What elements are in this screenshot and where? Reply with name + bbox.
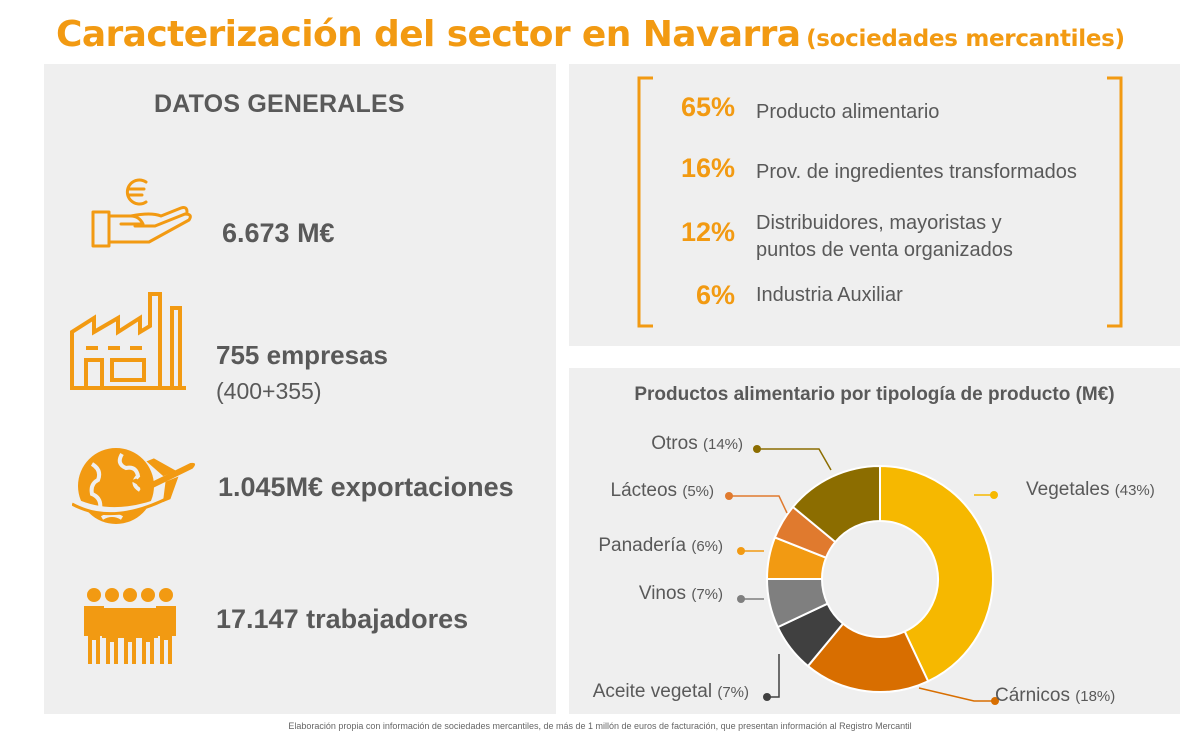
chart-panel: Productos alimentario por tipología de p… [569, 368, 1180, 714]
stat-workers: 17.147 trabajadores [216, 604, 469, 634]
breakdown-pct-auxiliary: 6% [695, 280, 735, 310]
slice-label: Otros (14%) [651, 433, 743, 454]
breakdown-label-distributors-2: puntos de venta organizados [756, 239, 1013, 261]
leader-dot [753, 445, 761, 453]
slice-label: Vegetales (43%) [1026, 479, 1155, 500]
breakdown-panel: 65% Producto alimentario 16% Prov. de in… [569, 64, 1180, 346]
stat-exports: 1.045M€ exportaciones [218, 472, 514, 502]
breakdown-label-auxiliary: Industria Auxiliar [756, 284, 903, 306]
euro-hand-icon [91, 178, 192, 248]
breakdown-pct-ingredients: 16% [680, 153, 735, 183]
stat-revenue: 6.673 M€ [222, 218, 335, 248]
leader-line [729, 495, 788, 514]
breakdown-pct-food: 65% [680, 92, 735, 122]
page-title-main: Caracterización del sector en Navarra [56, 14, 801, 55]
chart-title: Productos alimentario por tipología de p… [634, 384, 1115, 405]
stat-companies-detail: (400+355) [216, 378, 322, 404]
breakdown-pct-distributors: 12% [680, 217, 735, 247]
slice-label: Cárnicos (18%) [995, 685, 1115, 706]
leader-dot [763, 693, 771, 701]
globe-airplane-icon [72, 448, 196, 524]
leader-line [767, 654, 780, 698]
leader-line [918, 687, 995, 702]
slice-otros [791, 464, 881, 544]
stat-companies: 755 empresas [216, 340, 389, 370]
leader-dot [737, 547, 745, 555]
donut-chart: Vegetales (43%) Cárnicos (18%) Aceite vege… [593, 433, 1155, 706]
slice-label: Panadería (6%) [598, 535, 723, 556]
breakdown-label-food: Producto alimentario [756, 101, 940, 123]
datos-generales-panel: DATOS GENERALES 6.673 M€ 755 empresas (4… [44, 64, 556, 714]
footnote: Elaboración propia con información de so… [288, 721, 912, 731]
page-title: Caracterización del sector en Navarra (s… [56, 14, 1186, 55]
breakdown-label-distributors-1: Distribuidores, mayoristas y [756, 212, 1002, 234]
people-group-icon [84, 588, 176, 664]
slice-label: Aceite vegetal (7%) [593, 681, 749, 702]
leader-dot [725, 492, 733, 500]
leader-dot [990, 491, 998, 499]
slice-vegetales [879, 464, 994, 683]
slice-label: Vinos (7%) [639, 583, 723, 604]
slice-label: Lácteos (5%) [611, 480, 715, 501]
bracket-decoration [637, 76, 1123, 328]
factory-icon [70, 292, 186, 390]
datos-generales-heading: DATOS GENERALES [154, 90, 405, 118]
breakdown-label-ingredients: Prov. de ingredientes transformados [756, 161, 1077, 183]
leader-dot [737, 595, 745, 603]
leader-dot [991, 697, 999, 705]
leader-line [757, 448, 832, 471]
page-title-sub: (sociedades mercantiles) [806, 26, 1125, 52]
